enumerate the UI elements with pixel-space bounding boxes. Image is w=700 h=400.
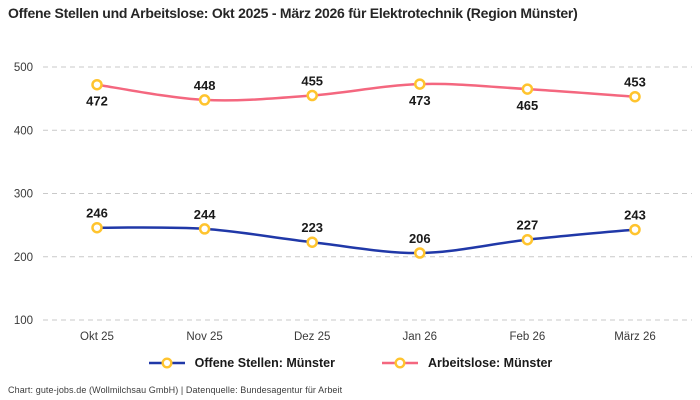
chart-canvas: 100 200 300 400 500 Okt 25 Nov 25 Dez 25 Jan 26 F… (14, 62, 692, 343)
data-label-offene-stellen: 223 (301, 220, 323, 235)
data-point-marker-arbeitslose (198, 94, 211, 106)
data-point-marker-offene-stellen (198, 223, 211, 235)
data-label-offene-stellen: 246 (86, 206, 108, 221)
data-point-marker-offene-stellen (629, 223, 641, 236)
data-point-marker-offene-stellen (414, 247, 426, 259)
data-label-arbeitslose: 465 (517, 98, 539, 113)
data-label-arbeitslose: 455 (301, 74, 323, 89)
x-tick-label: Nov 25 (186, 331, 222, 343)
x-tick-label: Feb 26 (509, 331, 545, 343)
legend-item-offene-stellen[interactable]: Offene Stellen: Münster (148, 356, 335, 370)
data-point-marker-offene-stellen (521, 233, 534, 246)
data-point-marker-offene-stellen (91, 221, 103, 234)
chart-title: Offene Stellen und Arbeitslose: Okt 2025… (8, 5, 578, 21)
legend: Offene Stellen: Münster Arbeitslose: Mün… (0, 356, 700, 370)
data-point-marker-arbeitslose (414, 78, 426, 90)
data-point-marker-arbeitslose (629, 90, 641, 103)
data-label-arbeitslose: 472 (86, 94, 108, 109)
data-point-marker-arbeitslose (306, 89, 318, 102)
data-label-offene-stellen: 243 (624, 208, 646, 223)
y-tick-label: 100 (14, 315, 33, 327)
data-label-offene-stellen: 206 (409, 231, 431, 246)
attribution-text: Chart: gute-jobs.de (Wollmilchsau GmbH) … (8, 385, 343, 395)
data-point-marker-offene-stellen (306, 236, 318, 248)
line-marker-icon (148, 357, 185, 369)
y-tick-label: 300 (14, 189, 33, 201)
legend-item-arbeitslose[interactable]: Arbeitslose: Münster (381, 356, 552, 370)
data-point-marker-arbeitslose (521, 83, 534, 95)
y-tick-label: 500 (14, 62, 33, 74)
series-line-arbeitslose (95, 82, 637, 102)
x-tick-label: Okt 25 (80, 331, 114, 343)
series-line-offene-stellen (95, 226, 637, 255)
data-point-marker-arbeitslose (91, 78, 103, 91)
x-tick-label: Dez 25 (294, 331, 330, 343)
data-label-arbeitslose: 448 (194, 78, 216, 93)
line-marker-icon (381, 357, 418, 369)
x-tick-label: Jan 26 (403, 331, 438, 343)
y-tick-label: 400 (14, 125, 33, 137)
legend-label: Offene Stellen: Münster (194, 356, 335, 370)
data-label-offene-stellen: 244 (194, 207, 216, 222)
data-label-arbeitslose: 453 (624, 75, 646, 90)
x-tick-label: März 26 (614, 331, 656, 343)
y-tick-label: 200 (14, 252, 33, 264)
data-label-arbeitslose: 473 (409, 93, 431, 108)
data-label-offene-stellen: 227 (517, 218, 539, 233)
legend-label: Arbeitslose: Münster (427, 356, 553, 370)
